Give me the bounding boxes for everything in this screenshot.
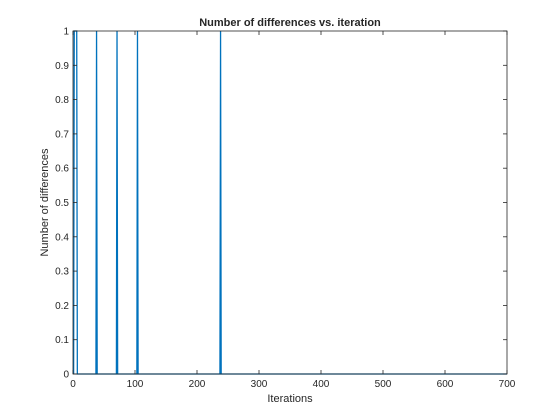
chart-title: Number of differences vs. iteration	[199, 17, 381, 29]
y-tick-label: 0	[63, 370, 69, 381]
y-tick-label: 0.4	[55, 232, 69, 243]
y-tick-label: 0.6	[55, 164, 69, 175]
x-tick-label: 400	[313, 379, 330, 390]
x-tick-label: 0	[70, 379, 76, 390]
y-tick-label: 0.2	[55, 301, 69, 312]
y-tick-label: 0.5	[55, 198, 69, 209]
x-axis-label: Iterations	[267, 393, 313, 405]
y-tick-label: 0.9	[55, 61, 69, 72]
x-ticks: 0 100 200 300 400 500 600 700	[70, 31, 516, 390]
y-tick-label: 0.3	[55, 267, 69, 278]
x-tick-label: 200	[189, 379, 206, 390]
y-axis-label: Number of differences	[39, 148, 51, 257]
x-tick-label: 700	[499, 379, 516, 390]
plot-area	[73, 31, 507, 374]
x-tick-label: 600	[437, 379, 454, 390]
y-tick-label: 0.7	[55, 129, 69, 140]
x-tick-label: 500	[375, 379, 392, 390]
x-tick-label: 300	[251, 379, 268, 390]
y-tick-label: 1	[63, 27, 69, 38]
x-tick-label: 100	[127, 379, 144, 390]
y-ticks: 0 0.1 0.2 0.3 0.4 0.5 0.6 0.7 0.8 0.9 1	[55, 27, 507, 381]
y-tick-label: 0.1	[55, 335, 69, 346]
y-tick-label: 0.8	[55, 95, 69, 106]
